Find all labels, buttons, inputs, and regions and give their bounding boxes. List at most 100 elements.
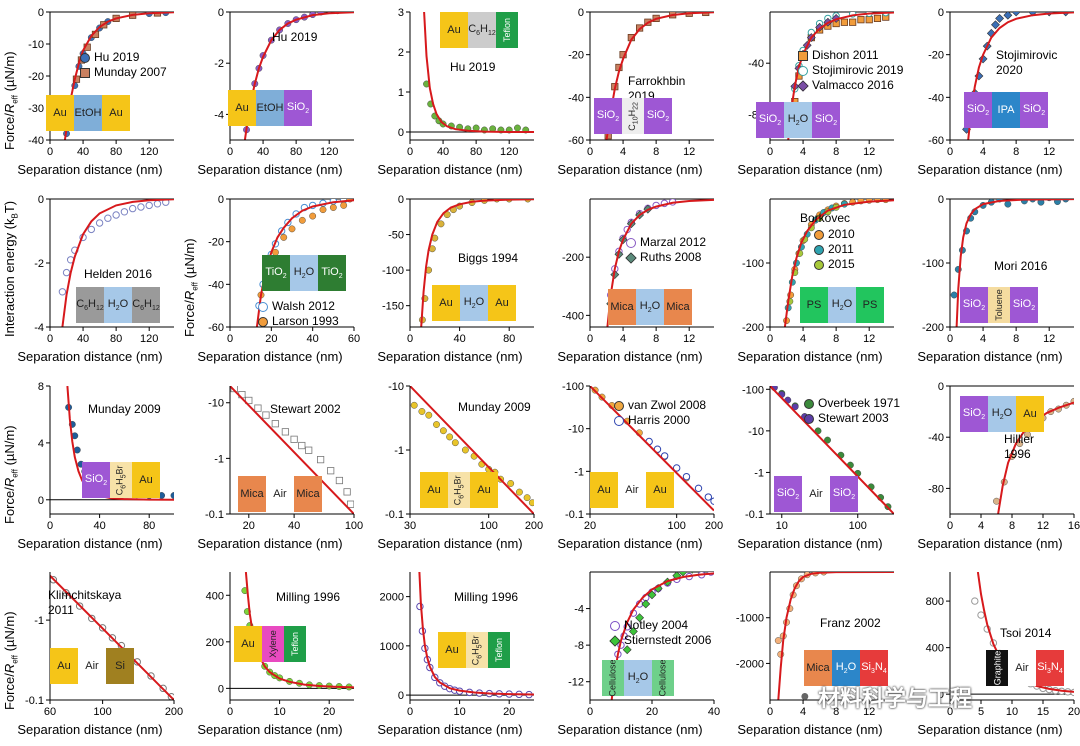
- legend-entry: Harris 2000: [614, 413, 706, 428]
- x-tick-label: 12: [683, 146, 695, 158]
- chart-title: Tsoi 2014: [1000, 626, 1052, 640]
- legend: van Zwol 2008 Harris 2000: [614, 398, 706, 428]
- data-point: [309, 212, 317, 220]
- x-tick-label: 0: [47, 333, 53, 345]
- y-tick-label: 0: [578, 7, 584, 19]
- material-chip: Air: [618, 472, 646, 508]
- chart-panel: 0 40 80 120 0 -2 -4 Separation distance (nm) Hu …: [180, 0, 360, 186]
- chart-panel: 0 40 80 120 0 -10 -20 -30 -40 Separation distance…: [0, 0, 180, 186]
- material-chip: Au: [470, 472, 498, 508]
- y-tick-label: -60: [208, 322, 224, 334]
- material-stack: Au H2O Au: [432, 285, 516, 321]
- y-tick-label: -10: [208, 398, 224, 410]
- x-tick-label: 8: [653, 333, 659, 345]
- material-chip: EtOH: [256, 90, 284, 126]
- data-point: [628, 627, 638, 636]
- x-tick-label: 80: [110, 146, 122, 158]
- data-point: [317, 456, 325, 464]
- chart-panel: 0 40 80 120 0 -2 -4 Separation distance (nm) Int…: [0, 187, 180, 373]
- legend-label: Larson 1993: [272, 314, 339, 328]
- fit-line: [244, 572, 354, 689]
- material-chip: Si3N4: [1036, 650, 1064, 686]
- data-point: [343, 488, 351, 496]
- legend-marker: [80, 52, 90, 63]
- x-tick-label: 120: [140, 146, 158, 158]
- legend-marker: [614, 400, 624, 411]
- fit-line: [610, 572, 714, 700]
- chart-panel: 0 20 40 60 0 -20 -40 -60 Separation distance (nm…: [180, 187, 360, 373]
- x-tick-label: 40: [708, 706, 720, 718]
- x-tick-label: 80: [470, 146, 482, 158]
- y-tick-label: 0: [38, 7, 44, 19]
- material-stack: Au EtOH Au: [46, 95, 130, 131]
- y-tick-label: -0.1: [565, 509, 584, 521]
- x-tick-label: 10: [1006, 706, 1018, 718]
- data-point: [347, 500, 354, 508]
- data-point: [446, 433, 454, 441]
- legend-label: van Zwol 2008: [628, 398, 707, 412]
- y-tick-label: 0: [218, 194, 224, 206]
- x-axis-label: Separation distance (nm): [17, 349, 163, 364]
- x-tick-label: 20: [1068, 706, 1080, 718]
- y-tick-label: -10: [568, 424, 584, 436]
- material-chip: SiO2: [644, 98, 672, 134]
- material-chip: H2O: [832, 650, 860, 686]
- material-chip: Au: [50, 648, 78, 684]
- legend: Notley 2004 Stiernstedt 2006: [609, 618, 711, 648]
- x-tick-label: 200: [525, 520, 543, 532]
- data-point: [622, 645, 632, 655]
- fit-line: [61, 199, 174, 327]
- legend-marker: [258, 301, 268, 312]
- material-stack: SiO2 C6H5Br Au: [82, 462, 160, 498]
- y-axis-label: Force/Reff (µN/m): [2, 51, 20, 150]
- data-point: [153, 200, 162, 208]
- chart-title: Mori 2016: [994, 259, 1048, 273]
- chart-panel: 0 4 8 12 -200 -400 Separation distance (nm) Mar…: [540, 187, 720, 373]
- data-point: [410, 401, 418, 409]
- fit-line: [777, 572, 894, 700]
- material-chip: SiO2: [774, 476, 802, 512]
- y-tick-label: -0.1: [25, 695, 44, 707]
- legend-label: Ruths 2008: [640, 250, 702, 264]
- legend-marker: [814, 229, 824, 240]
- material-stack: PS H2O PS: [800, 287, 884, 323]
- data-point: [660, 452, 669, 460]
- legend-entry: Larson 1993: [258, 314, 339, 329]
- material-stack: Au Air Au: [590, 472, 674, 508]
- y-tick-label: -40: [28, 135, 44, 147]
- y-tick-label: -60: [928, 135, 944, 147]
- y-tick-label: 0: [398, 127, 404, 139]
- legend-entry: van Zwol 2008: [614, 398, 706, 413]
- fit-line: [967, 12, 1074, 140]
- material-chip: H2O: [784, 102, 812, 138]
- y-tick-label: -2: [214, 58, 224, 70]
- material-chip: H2O: [460, 285, 488, 321]
- x-tick-label: 0: [587, 333, 593, 345]
- chart-svg: 0 4 8 12 -1000 -2000: [736, 571, 894, 718]
- x-tick-label: 4: [800, 146, 806, 158]
- material-chip: Au: [132, 462, 160, 498]
- x-tick-label: 20: [265, 333, 277, 345]
- y-tick-label: -100: [922, 258, 944, 270]
- data-point: [824, 436, 831, 444]
- data-point: [137, 203, 145, 211]
- legend-marker: [804, 413, 814, 424]
- data-point: [305, 446, 313, 454]
- chart-panel: 0 40 80 0 -50 -100 -150 Separation distance (nm…: [360, 187, 540, 373]
- x-tick-label: 20: [503, 706, 515, 718]
- legend-entry: 2015: [814, 257, 855, 272]
- material-chip: PS: [800, 287, 828, 323]
- y-tick-label: -20: [208, 237, 224, 249]
- y-tick-label: -150: [382, 301, 404, 313]
- y-tick-label: -0.1: [385, 509, 404, 521]
- material-chip: Mica: [608, 289, 636, 325]
- material-chip: C6H5Br: [466, 632, 488, 668]
- material-stack: TiO2 H2O TiO2: [262, 255, 346, 291]
- y-tick-label: 1000: [380, 641, 404, 653]
- x-tick-label: 8: [1013, 146, 1019, 158]
- chart-panel: 0 20 40 -4 -8 -12 Separation distance (nm) Notl…: [540, 560, 720, 746]
- x-tick-label: 40: [307, 333, 319, 345]
- chart-svg: 0 4 8 12 0 -100 -200: [922, 194, 1074, 345]
- data-point: [288, 225, 296, 233]
